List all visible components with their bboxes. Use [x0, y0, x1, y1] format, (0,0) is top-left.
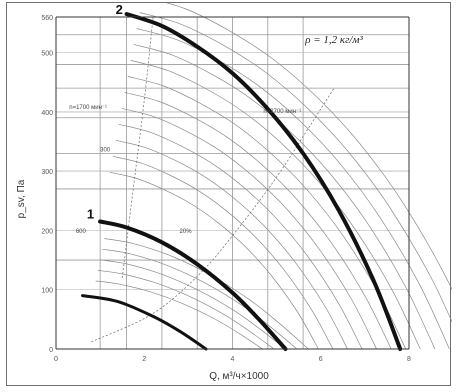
y-tick-label: 0	[49, 347, 53, 354]
y-tick-label: 500	[41, 51, 53, 58]
curve-annotation: n=2700 мин⁻¹	[263, 109, 301, 115]
family-curve	[100, 259, 286, 350]
y-tick-label: 200	[41, 228, 53, 235]
family-curve	[102, 248, 298, 350]
family-curve	[109, 171, 319, 350]
axes	[55, 16, 410, 350]
y-tick-label: 300	[41, 169, 53, 176]
curve-number-label: 1	[87, 207, 94, 222]
system-curve	[91, 87, 335, 343]
series-line	[124, 12, 403, 351]
tick-labels: 0 2 4 6 8 0 100 200 300 400 500 560	[41, 15, 411, 363]
curve-annotation: 600	[76, 229, 87, 235]
family-curve	[95, 280, 263, 350]
system-curve	[121, 16, 154, 278]
x-tick-label: 6	[319, 356, 323, 363]
family-curve	[112, 155, 334, 350]
family-curve	[127, 76, 407, 350]
curve-annotation: n=1700 мин⁻¹	[69, 105, 107, 111]
family-curve	[118, 123, 363, 350]
curve-number-label: 2	[116, 3, 123, 17]
curve-annotation: 300	[100, 148, 111, 154]
family-curve	[124, 92, 392, 350]
x-tick-label: 2	[142, 356, 146, 363]
family-curve	[130, 60, 421, 350]
family-curve	[115, 139, 348, 350]
family-curve	[121, 107, 377, 350]
series-line	[81, 294, 208, 351]
family-curve	[136, 28, 450, 350]
fan-performance-chart: 0 2 4 6 8 0 100 200 300 400 500 560 n=1700 мин⁻¹ n=2…	[16, 3, 452, 382]
annotations: n=1700 мин⁻¹ n=2700 мин⁻¹ 300 600 20% 2 1	[69, 3, 301, 235]
density-label: ρ = 1,2 кг/м³	[304, 34, 363, 46]
curve-annotation: 20%	[180, 229, 193, 235]
series-line	[98, 219, 288, 351]
family-curves	[95, 3, 452, 350]
y-tick-label: 100	[41, 288, 53, 295]
family-curve	[97, 270, 275, 350]
x-tick-label: 0	[54, 356, 58, 363]
x-axis-title: Q, м³/ч×1000	[209, 371, 269, 382]
series-curves	[81, 12, 403, 351]
family-curve	[166, 3, 452, 291]
x-tick-label: 4	[231, 356, 235, 363]
family-curve	[139, 12, 452, 323]
y-tick-label: 400	[41, 110, 53, 117]
y-tick-label: 560	[41, 15, 53, 22]
chart-frame: 0 2 4 6 8 0 100 200 300 400 500 560 n=1700 мин⁻¹ n=2…	[6, 2, 452, 386]
system-curves	[91, 16, 335, 343]
family-curve	[133, 44, 436, 350]
x-tick-label: 8	[407, 356, 411, 363]
y-axis-title: p_sv, Па	[16, 179, 27, 218]
